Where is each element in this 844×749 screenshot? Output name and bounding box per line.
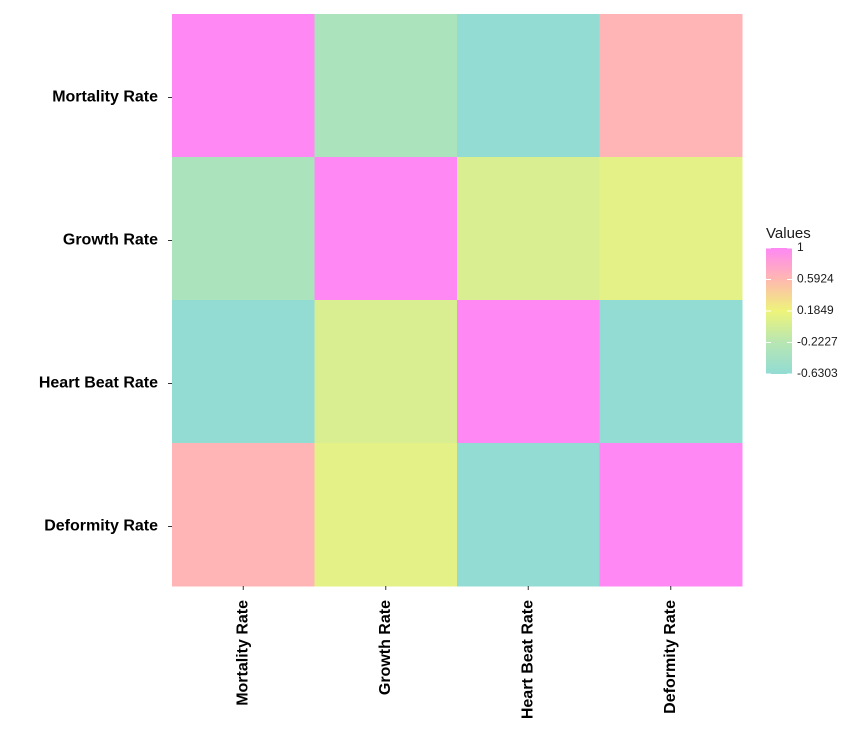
legend-tick-label: 1: [797, 240, 804, 254]
column-label: Mortality Rate: [234, 600, 251, 706]
column-label: Growth Rate: [377, 600, 394, 695]
heatmap-cell: [599, 443, 743, 587]
heatmap-cell: [457, 157, 600, 301]
row-labels: Mortality Rate Growth Rate Heart Beat Rate…: [39, 89, 172, 535]
column-labels: Mortality Rate Growth Rate Heart Beat Rate…: [234, 586, 679, 719]
column-label: Heart Beat Rate: [519, 600, 536, 719]
heatmap-cell: [599, 14, 743, 158]
legend-ticks: 1 0.5924 0.1849 -0.2227 -0.6303: [766, 240, 838, 380]
legend-title: Values: [766, 225, 811, 242]
legend-tick-label: 0.1849: [797, 303, 834, 317]
heatmap-cell: [172, 443, 315, 587]
heatmap-cell: [599, 300, 743, 444]
heatmap-cell: [314, 157, 458, 301]
legend-tick-label: 0.5924: [797, 272, 834, 286]
heatmap-cell: [457, 300, 600, 444]
row-label: Deformity Rate: [44, 518, 158, 535]
row-label: Growth Rate: [63, 232, 158, 249]
heatmap-cell: [314, 300, 458, 444]
heatmap-cell: [599, 157, 743, 301]
color-legend: Values 1 0.5924 0.1849 -0.2227 -0.6303: [766, 225, 838, 380]
heatmap-cell: [172, 300, 315, 444]
heatmap-cell: [314, 443, 458, 587]
column-label: Deformity Rate: [662, 600, 679, 714]
heatmap-cell: [457, 14, 600, 158]
heatmap-cells: [172, 14, 743, 587]
heatmap-cell: [172, 157, 315, 301]
heatmap-cell: [314, 14, 458, 158]
heatmap-cell: [172, 14, 315, 158]
row-label: Heart Beat Rate: [39, 375, 158, 392]
heatmap-cell: [457, 443, 600, 587]
row-label: Mortality Rate: [52, 89, 158, 106]
legend-tick-label: -0.2227: [797, 335, 838, 349]
legend-tick-label: -0.6303: [797, 366, 838, 380]
